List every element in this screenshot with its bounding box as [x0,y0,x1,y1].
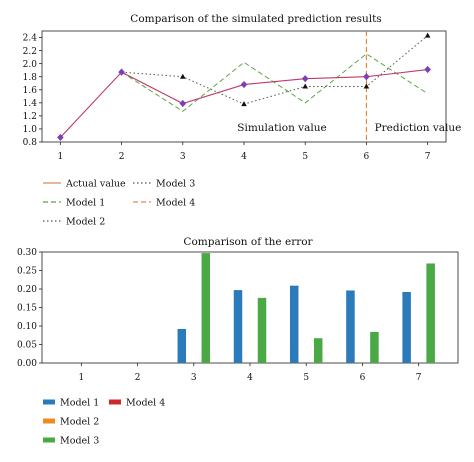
x-tick-label: 2 [135,373,141,383]
top-legend: Actual value Model 1 Model 2 Model 3 Model 4 [43,179,195,228]
y-tick-label: 0.15 [17,304,37,314]
bar-model-1 [290,286,299,363]
actual-value-point [302,75,309,82]
bar-model-3 [370,332,379,363]
y-tick-label: 1.4 [23,99,38,109]
y-tick-label: 1.8 [23,73,38,83]
bar-model-1 [346,290,355,363]
legend-label: Model 4 [156,198,195,209]
model-3-point [180,74,186,79]
bar-model-1 [402,292,411,363]
y-tick-label: 0.8 [23,138,38,148]
x-tick-label: 7 [425,152,431,162]
y-tick-label: 0.25 [17,267,37,277]
bar-model-3 [258,298,267,363]
bar-model-3 [202,253,211,363]
y-tick-label: 2.0 [23,60,38,70]
legend-label: Model 1 [60,398,99,409]
x-tick-label: 1 [57,152,63,162]
y-tick-label: 1.2 [23,112,37,122]
series-line-model-1 [122,54,428,111]
legend-swatch [43,438,55,443]
legend-label: Model 3 [156,179,195,190]
y-tick-label: 0.10 [17,322,37,332]
simulation-annotation: Simulation value [237,122,326,134]
y-tick-label: 0.20 [17,285,37,295]
bar-model-3 [314,338,323,363]
bar-model-1 [234,290,243,363]
actual-value-point [424,66,431,73]
top-plot-area: 0.8 1.0 1.2 1.4 1.6 1.8 2.0 2.2 2.4 1 2 3 4 5 6 7 [23,31,446,162]
model-3-point [241,101,247,106]
legend-label: Model 4 [126,398,165,409]
top-chart-title: Comparison of the simulated prediction r… [130,13,381,25]
x-tick-label: 5 [302,152,308,162]
prediction-annotation: Prediction value [375,122,462,134]
x-tick-label: 5 [303,373,309,383]
model-3-point [425,33,431,38]
y-tick-label: 1.6 [23,86,38,96]
x-tick-label: 6 [364,152,370,162]
legend-label: Actual value [65,179,126,190]
actual-value-point [179,100,186,107]
x-tick-label: 3 [191,373,197,383]
x-tick-label: 1 [78,373,84,383]
actual-value-point [363,73,370,80]
bar-model-3 [426,263,435,363]
legend-label: Model 2 [60,417,99,428]
x-tick-label: 6 [360,373,366,383]
bottom-plot-area: 0.00 0.05 0.10 0.15 0.20 0.25 0.30 1 2 3 4 5 6 7 [17,248,458,383]
y-tick-label: 2.4 [23,34,38,44]
legend-swatch [43,419,55,424]
y-tick-label: 2.2 [23,47,37,57]
y-tick-label: 0.30 [17,248,37,258]
bottom-plot-frame [42,252,458,363]
x-tick-label: 4 [247,373,253,383]
legend-swatch [43,400,55,405]
actual-value-point [241,81,248,88]
bottom-chart-title: Comparison of the error [183,236,313,248]
x-tick-label: 7 [416,373,422,383]
x-tick-label: 4 [241,152,247,162]
legend-label: Model 1 [66,198,105,209]
bar-model-1 [178,329,187,363]
series-line-model-3 [122,36,428,105]
x-tick-label: 2 [119,152,125,162]
y-tick-label: 0.05 [17,341,37,351]
legend-label: Model 3 [60,436,99,447]
bottom-legend: Model 1 Model 4 Model 2 Model 3 [43,398,165,447]
legend-swatch [109,400,121,405]
y-tick-label: 0.00 [17,359,37,369]
model-3-point [302,84,308,89]
x-tick-label: 3 [180,152,186,162]
legend-label: Model 2 [66,217,105,228]
y-tick-label: 1.0 [23,125,38,135]
